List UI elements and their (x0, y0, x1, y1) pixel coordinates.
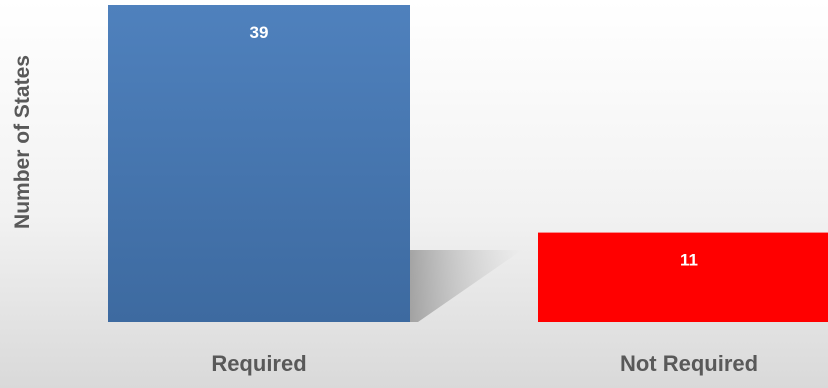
data-label: 11 (680, 251, 698, 270)
bar-not-required (538, 232, 828, 322)
bar-required (108, 5, 410, 322)
x-tick-label: Required (211, 351, 306, 376)
x-tick-labels: Required Not Required (211, 351, 758, 376)
bars-layer: 39 11 (108, 5, 828, 322)
y-axis-label: Number of States (11, 55, 34, 229)
bar-shadow (410, 250, 522, 322)
data-label: 39 (250, 23, 269, 42)
x-tick-label: Not Required (620, 351, 758, 376)
